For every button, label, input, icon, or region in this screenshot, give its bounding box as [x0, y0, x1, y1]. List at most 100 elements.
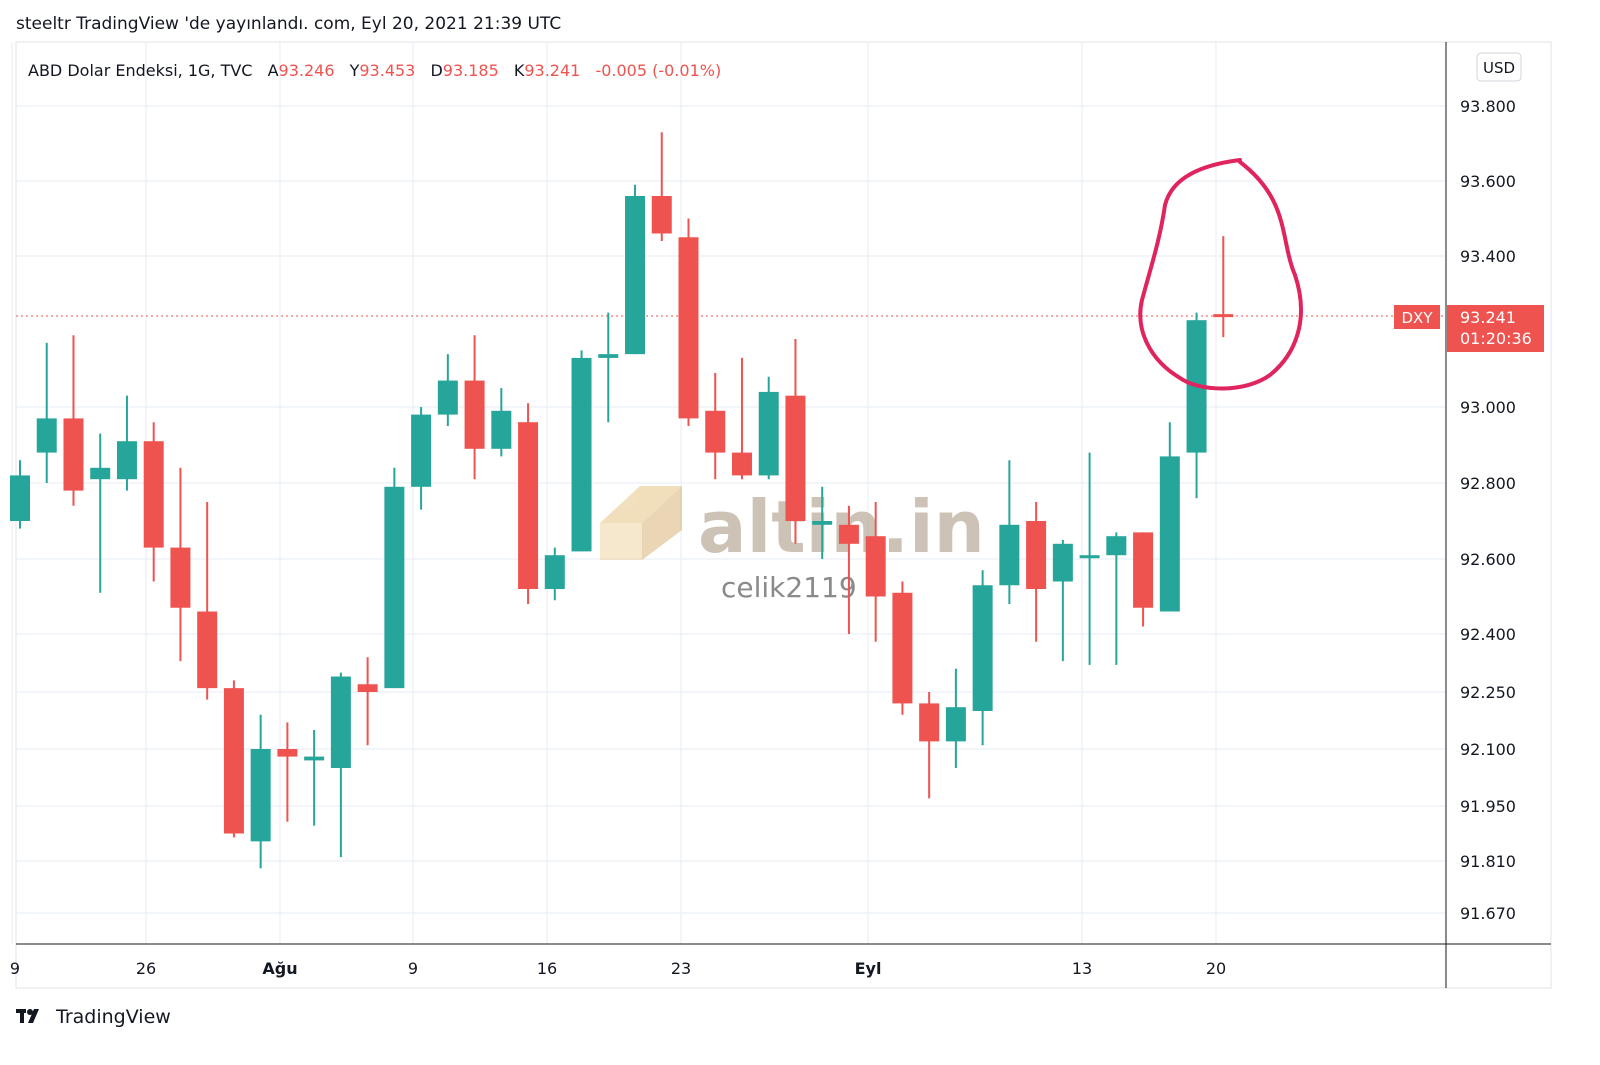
candle-body: [384, 486, 405, 689]
candle[interactable]: [223, 680, 244, 838]
candle[interactable]: [1106, 532, 1127, 665]
candle[interactable]: [384, 467, 405, 689]
candle[interactable]: [838, 505, 859, 634]
candle[interactable]: [1186, 312, 1207, 499]
candle-body: [10, 475, 30, 521]
candle-body: [705, 410, 726, 453]
symbol-tag: DXY: [1402, 309, 1434, 327]
last-price-tag: DXY 93.241 01:20:36: [1394, 305, 1544, 352]
candle[interactable]: [1079, 452, 1100, 665]
price-tick-label: 93.000: [1460, 398, 1516, 417]
candle[interactable]: [892, 581, 913, 715]
time-tick-label: Ağu: [262, 959, 297, 978]
candle[interactable]: [143, 422, 164, 582]
candle[interactable]: [705, 373, 726, 480]
candle[interactable]: [357, 657, 378, 746]
candle[interactable]: [678, 218, 699, 427]
candle-body: [170, 547, 191, 608]
candle[interactable]: [972, 570, 993, 746]
price-tag-value: 93.241: [1460, 308, 1516, 327]
candle[interactable]: [651, 132, 672, 241]
candle[interactable]: [571, 350, 592, 552]
candle[interactable]: [1159, 422, 1180, 612]
candle[interactable]: [250, 714, 271, 869]
legend-close-label: K: [514, 61, 525, 80]
candle-body: [598, 354, 619, 358]
candle[interactable]: [116, 395, 137, 491]
candle[interactable]: [731, 357, 752, 480]
candle-body: [1133, 532, 1154, 608]
tradingview-logo-icon[interactable]: [16, 1007, 48, 1027]
candle[interactable]: [919, 692, 940, 799]
price-tick-label: 93.800: [1460, 97, 1516, 116]
candle[interactable]: [1052, 540, 1073, 662]
legend-change: -0.005 (-0.01%): [595, 61, 721, 80]
candle[interactable]: [945, 668, 966, 768]
candle-body: [1159, 456, 1180, 612]
candle-body: [330, 676, 351, 768]
candle-body: [812, 521, 833, 525]
candle-body: [1026, 521, 1047, 589]
candle[interactable]: [758, 376, 779, 480]
candle-body: [357, 684, 378, 692]
time-tick-label: 13: [1072, 959, 1092, 978]
candle[interactable]: [411, 407, 432, 510]
price-tick-label: 91.950: [1460, 797, 1516, 816]
candle-body: [544, 555, 565, 589]
symbol-tag-bg: [1394, 305, 1440, 329]
candle[interactable]: [197, 502, 218, 700]
candle-body: [304, 756, 325, 761]
annotation-circle: [1138, 158, 1303, 391]
legend-close: 93.241: [524, 61, 580, 80]
candle-body: [1213, 314, 1234, 318]
price-tick-label: 92.400: [1460, 625, 1516, 644]
price-tick-label: 91.810: [1460, 852, 1516, 871]
price-axis[interactable]: 93.800 93.600 93.400 93.000 92.800 92.600 92.4…: [1460, 97, 1516, 923]
price-tick-label: 92.250: [1460, 683, 1516, 702]
tradingview-brand[interactable]: TradingView: [56, 1006, 171, 1028]
candle[interactable]: [63, 335, 84, 506]
candle-body: [518, 422, 539, 589]
candle-body: [464, 380, 485, 449]
candle[interactable]: [865, 502, 886, 642]
candle-body: [1106, 536, 1127, 556]
candle[interactable]: [464, 335, 485, 480]
candle-body: [223, 688, 244, 834]
time-tick-label: Eyl: [855, 959, 882, 978]
candle-body: [919, 703, 940, 742]
candle[interactable]: [304, 730, 325, 826]
candle[interactable]: [10, 460, 30, 529]
candle[interactable]: [625, 184, 646, 355]
price-chart[interactable]: altin.in celik2119 93.80093.60093.40093.…: [0, 0, 1600, 1000]
candle[interactable]: [1026, 502, 1047, 642]
candle[interactable]: [812, 486, 833, 559]
watermark-logo-icon: [600, 486, 682, 560]
candles: [10, 132, 1234, 869]
candle[interactable]: [1133, 532, 1154, 627]
legend-low: 93.185: [443, 61, 499, 80]
candle-body: [197, 611, 218, 689]
candle[interactable]: [544, 547, 565, 601]
candle[interactable]: [491, 388, 512, 457]
legend-symbol: ABD Dolar Endeksi, 1G, TVC: [28, 61, 252, 80]
candle[interactable]: [90, 433, 111, 593]
ohlc-legend: ABD Dolar Endeksi, 1G, TVC A93.246 Y93.4…: [28, 61, 721, 80]
candle[interactable]: [999, 460, 1020, 604]
candle[interactable]: [277, 722, 298, 822]
price-tag-countdown: 01:20:36: [1460, 329, 1532, 348]
time-axis[interactable]: 9 26 Ağu 9 16 23 Eyl 13 20: [10, 959, 1226, 978]
candle[interactable]: [170, 467, 191, 662]
candle[interactable]: [1213, 236, 1234, 338]
legend-low-label: D: [430, 61, 442, 80]
candle[interactable]: [36, 342, 57, 483]
candle-body: [36, 418, 57, 453]
candle-body: [491, 410, 512, 449]
candle[interactable]: [598, 312, 619, 423]
candle[interactable]: [330, 672, 351, 858]
currency-button[interactable]: USD: [1476, 52, 1522, 82]
candle[interactable]: [437, 354, 458, 426]
candle[interactable]: [785, 339, 806, 544]
candle[interactable]: [518, 403, 539, 604]
price-tick-label: 92.600: [1460, 550, 1516, 569]
legend-open-label: A: [268, 61, 279, 80]
